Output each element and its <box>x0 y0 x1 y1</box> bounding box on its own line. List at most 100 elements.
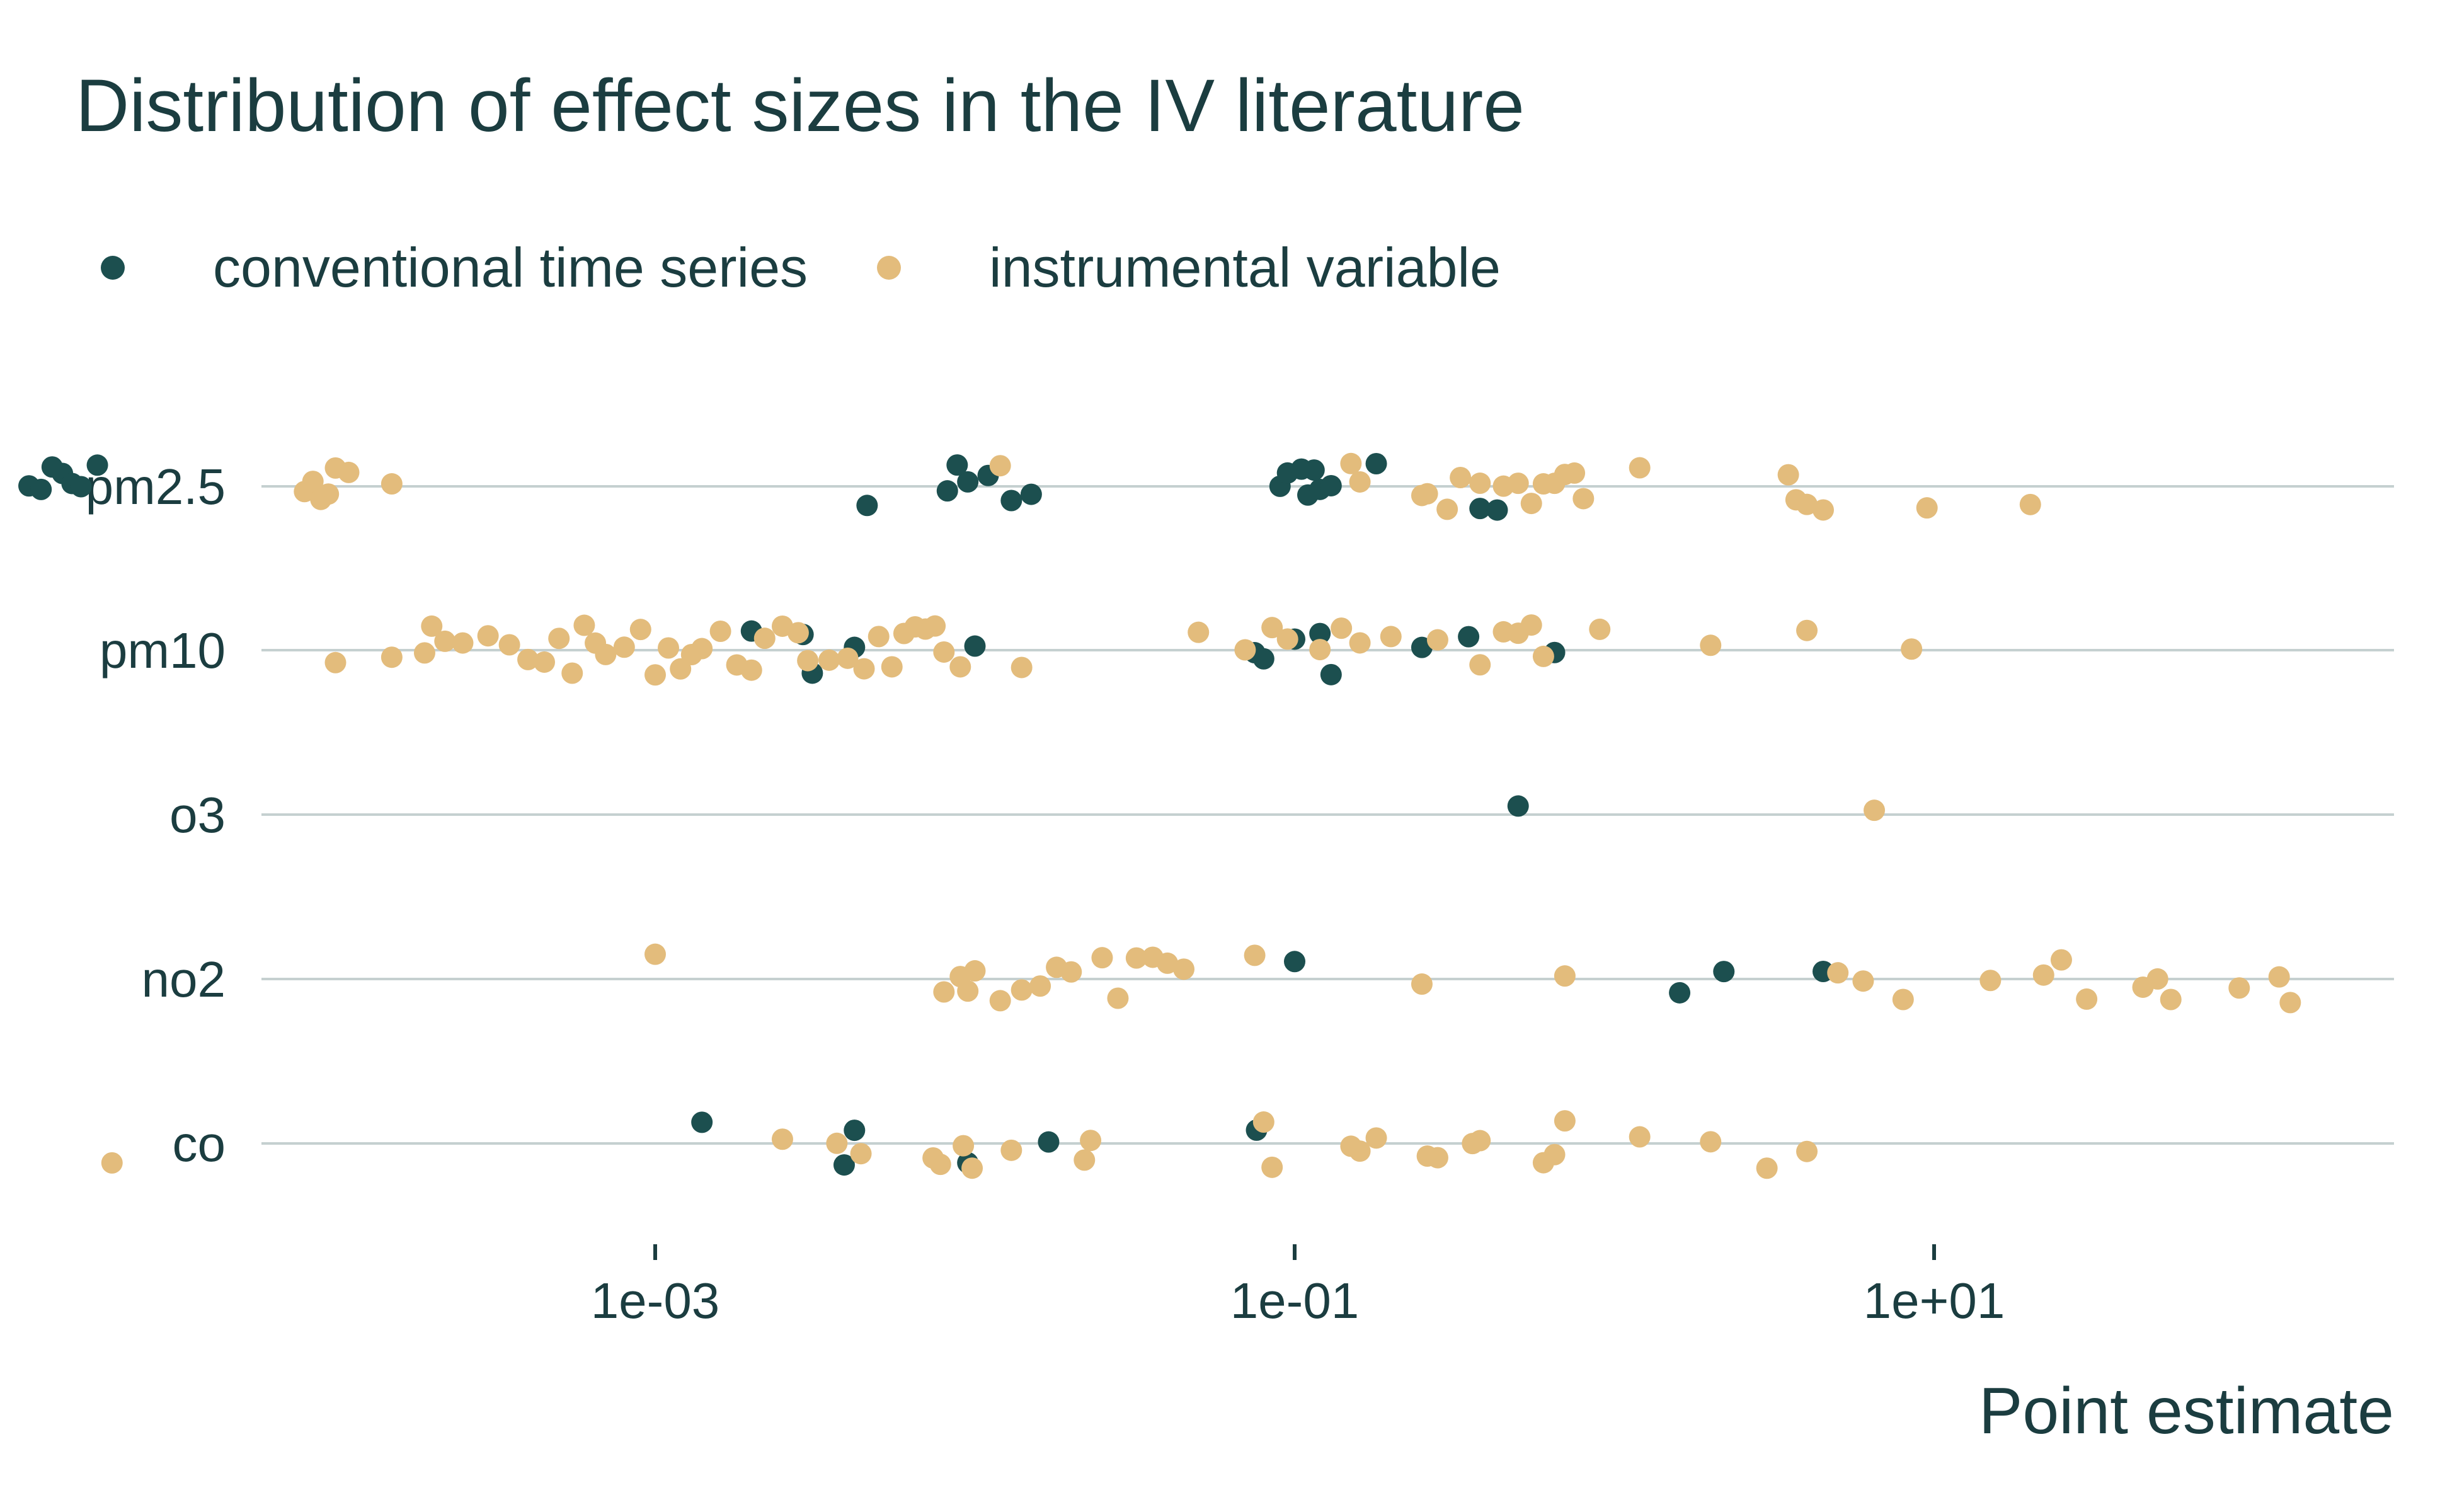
data-point-conventional-pm25 <box>957 471 979 493</box>
data-point-instrumental-pm10 <box>381 646 403 668</box>
data-point-instrumental-pm10 <box>837 647 859 669</box>
data-point-instrumental-pm10 <box>1380 626 1402 648</box>
data-point-instrumental-pm25 <box>1436 498 1458 520</box>
data-point-instrumental-co <box>1544 1143 1566 1166</box>
data-points <box>18 452 2301 1179</box>
x-tick-label: 1e-01 <box>1230 1273 1360 1329</box>
legend-item-instrumental: instrumental variable <box>877 236 1501 300</box>
data-point-conventional-pm25 <box>1320 474 1342 496</box>
data-point-instrumental-pm10 <box>1469 654 1491 676</box>
data-point-instrumental-co <box>1365 1127 1387 1149</box>
data-point-instrumental-no2 <box>964 960 986 982</box>
data-point-instrumental-co <box>1349 1140 1371 1162</box>
data-point-conventional-no2 <box>1284 951 1305 973</box>
data-point-instrumental-no2 <box>1244 944 1266 966</box>
data-point-instrumental-co <box>771 1128 793 1150</box>
data-point-instrumental-co <box>1074 1149 1096 1171</box>
data-point-instrumental-pm10 <box>797 650 819 672</box>
data-point-instrumental-co <box>961 1157 983 1179</box>
data-point-instrumental-no2 <box>1827 962 1849 984</box>
data-point-instrumental-pm10 <box>548 627 570 650</box>
data-point-instrumental-pm25 <box>1469 472 1491 495</box>
data-point-instrumental-pm25 <box>1777 464 1799 486</box>
data-point-instrumental-co <box>1796 1140 1818 1162</box>
data-point-instrumental-pm10 <box>818 649 840 671</box>
data-point-instrumental-pm25 <box>2019 493 2041 515</box>
data-point-conventional-co <box>691 1111 713 1133</box>
data-point-instrumental-co <box>101 1152 123 1174</box>
x-axis: 1e-03 1e-01 1e+01 <box>591 1244 2005 1329</box>
data-point-conventional-pm25 <box>1486 499 1508 521</box>
data-point-instrumental-pm10 <box>1426 629 1448 651</box>
data-point-instrumental-pm10 <box>517 648 539 670</box>
data-point-instrumental-no2 <box>1554 965 1576 987</box>
data-point-conventional-co <box>844 1120 866 1142</box>
data-point-instrumental-no2 <box>2160 988 2182 1011</box>
data-point-instrumental-pm10 <box>477 625 499 647</box>
data-point-conventional-pm25 <box>30 478 52 500</box>
data-point-instrumental-pm10 <box>787 622 809 644</box>
data-point-instrumental-pm10 <box>1234 639 1256 661</box>
data-point-instrumental-pm25 <box>302 471 324 493</box>
data-point-instrumental-co <box>1080 1130 1102 1152</box>
data-point-instrumental-no2 <box>1107 987 1129 1009</box>
data-point-instrumental-co <box>1252 1111 1274 1133</box>
data-point-conventional-pm25 <box>1365 453 1387 475</box>
data-point-instrumental-pm10 <box>1796 619 1818 641</box>
data-point-instrumental-pm10 <box>881 656 903 678</box>
data-point-instrumental-pm10 <box>413 642 435 664</box>
data-point-instrumental-pm10 <box>1589 618 1611 640</box>
y-tick-label-pm10: pm10 <box>100 622 226 679</box>
data-point-instrumental-o3 <box>1864 799 1886 822</box>
data-point-conventional-pm10 <box>1252 648 1274 670</box>
data-point-conventional-pm10 <box>964 635 986 657</box>
data-point-instrumental-no2 <box>1411 973 1433 995</box>
data-point-conventional-no2 <box>1669 982 1691 1004</box>
legend-label-instrumental: instrumental variable <box>989 236 1501 299</box>
data-point-conventional-no2 <box>1713 961 1735 983</box>
data-point-instrumental-pm10 <box>1700 634 1722 656</box>
legend-item-conventional: conventional time series <box>101 236 808 300</box>
data-point-instrumental-pm10 <box>561 662 583 684</box>
data-point-instrumental-no2 <box>1173 958 1195 980</box>
data-point-instrumental-no2 <box>1091 947 1113 969</box>
data-point-conventional-pm25 <box>936 480 958 502</box>
data-point-conventional-pm25 <box>70 476 92 498</box>
data-point-instrumental-no2 <box>957 980 979 1002</box>
data-point-instrumental-no2 <box>1852 970 1874 992</box>
data-point-instrumental-pm10 <box>452 632 474 654</box>
data-point-instrumental-pm10 <box>853 658 875 680</box>
data-point-conventional-pm25 <box>1000 490 1022 512</box>
y-tick-label-no2: no2 <box>142 951 226 1007</box>
y-tick-label-co: co <box>173 1116 226 1172</box>
data-point-instrumental-pm10 <box>629 619 651 641</box>
data-point-instrumental-co <box>929 1154 951 1176</box>
data-point-instrumental-pm10 <box>658 637 680 659</box>
data-point-conventional-pm25 <box>86 454 108 476</box>
data-point-instrumental-pm10 <box>1901 638 1923 660</box>
data-point-instrumental-co <box>1261 1156 1283 1178</box>
y-tick-label-o3: o3 <box>169 787 226 843</box>
data-point-instrumental-pm10 <box>498 634 520 656</box>
data-point-instrumental-pm10 <box>924 615 946 637</box>
data-point-instrumental-co <box>1700 1131 1722 1153</box>
data-point-instrumental-pm10 <box>933 641 955 663</box>
data-point-instrumental-pm25 <box>318 483 340 505</box>
data-point-instrumental-pm25 <box>1796 493 1818 515</box>
y-tick-label-pm25: pm2.5 <box>86 459 226 515</box>
data-point-instrumental-no2 <box>933 981 955 1003</box>
data-point-instrumental-pm10 <box>1309 639 1331 661</box>
data-point-instrumental-pm25 <box>1416 483 1438 505</box>
data-point-instrumental-pm25 <box>1564 462 1586 484</box>
data-point-instrumental-co <box>953 1135 975 1157</box>
legend-key-instrumental <box>877 256 902 280</box>
data-point-instrumental-pm10 <box>1532 645 1554 667</box>
data-point-conventional-co <box>833 1154 855 1176</box>
data-point-instrumental-no2 <box>2279 992 2301 1014</box>
data-point-instrumental-no2 <box>989 990 1011 1012</box>
data-point-instrumental-co <box>1426 1147 1448 1169</box>
data-point-instrumental-pm25 <box>1340 452 1362 474</box>
data-point-instrumental-pm25 <box>1916 497 1938 519</box>
data-point-instrumental-pm10 <box>691 638 713 660</box>
